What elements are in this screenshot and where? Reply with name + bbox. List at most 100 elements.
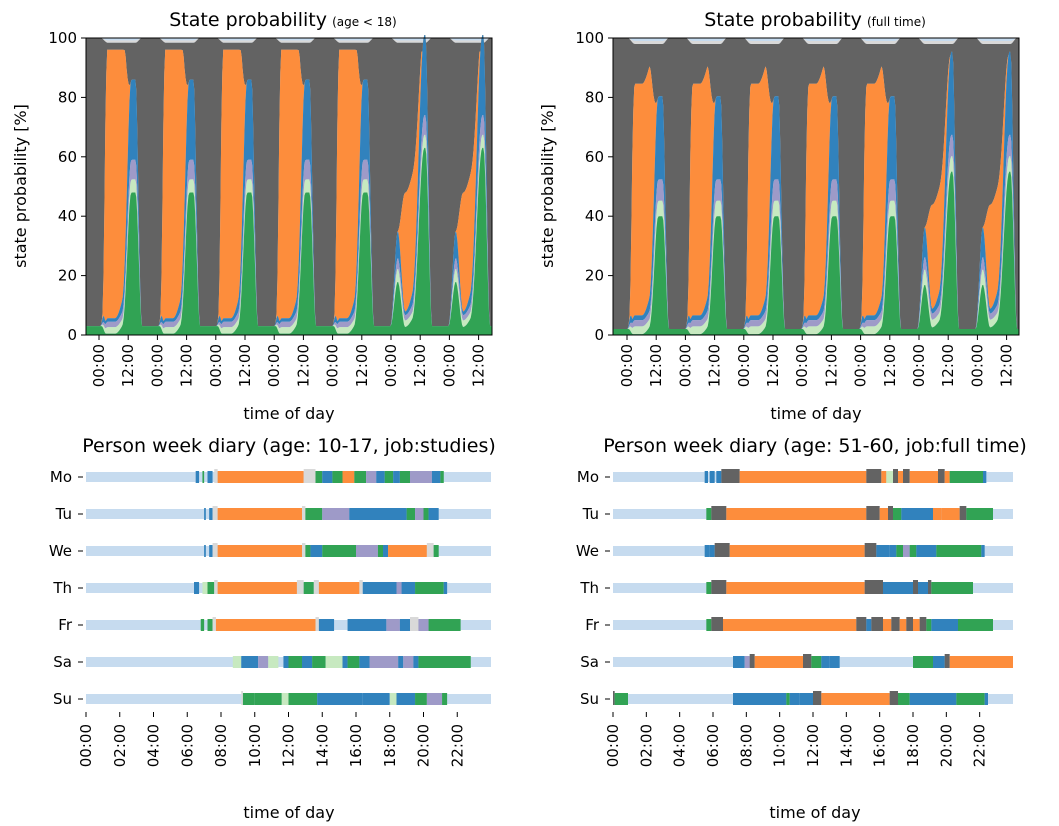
diary-segment-errands — [366, 471, 377, 483]
diary-segment-travel — [813, 691, 822, 705]
diary-row-su: Su — [580, 690, 1013, 708]
diary-row-sa: Sa — [580, 653, 1013, 671]
x-tick-label: 12:00 — [353, 344, 371, 387]
x-tick-label: 22:00 — [448, 724, 466, 767]
diary-segment-misc — [212, 617, 216, 631]
diary-segment-travel — [906, 617, 913, 631]
diary-segment-home — [811, 656, 822, 668]
diary-segment-home — [415, 693, 427, 705]
diary-segment-other — [202, 582, 208, 594]
diary-segment-misc — [302, 506, 306, 520]
y-tick-label: 0 — [67, 326, 77, 344]
x-tick-label: 08:00 — [737, 724, 755, 767]
diary-segment-home — [898, 693, 910, 705]
y-tick-label: 60 — [58, 148, 77, 166]
diary-segment-leisure — [207, 471, 213, 483]
x-tick-label: 00:00 — [90, 344, 108, 387]
diary-segment-other — [268, 656, 279, 668]
diary-segment-home — [786, 693, 790, 705]
diary-segment-other — [232, 656, 242, 668]
diary-segment-work — [941, 508, 960, 520]
diary-segment-leisure — [876, 545, 890, 557]
diary-segment-home — [312, 656, 326, 668]
x-tick-label: 00:00 — [852, 344, 870, 387]
diary-segment-leisure — [704, 545, 710, 557]
diary-row-fr: Fr — [58, 616, 491, 634]
x-axis-label: time of day — [243, 404, 334, 423]
diary-segment-errands — [744, 656, 750, 668]
diary-segment-leisure — [302, 656, 313, 668]
area-layers — [613, 38, 1019, 335]
diary-segment-misc — [241, 691, 243, 705]
diary-segment-leisure — [342, 656, 348, 668]
diary-segment-other — [886, 471, 893, 483]
diary-segment-misc — [426, 543, 434, 557]
diary-segment-travel — [913, 580, 918, 594]
y-ticks: 0 20 40 60 80 100 — [575, 29, 613, 344]
diary-row-su: Su — [53, 690, 491, 708]
x-tick-label: 00:00 — [968, 344, 986, 387]
x-tick-label: 00:00 — [207, 344, 225, 387]
x-tick-label: 12:00 — [764, 344, 782, 387]
diary-segment-work — [342, 471, 355, 483]
x-tick-label: 20:00 — [937, 724, 955, 767]
diary-chart-student: Person week diary (age: 10-17, job:studi… — [49, 435, 496, 822]
diary-row-tu: Tu — [55, 505, 491, 523]
area-leisure — [86, 35, 492, 327]
chart-title: Person week diary (age: 51-60, job:full … — [603, 435, 1027, 457]
diary-segment-other — [325, 656, 343, 668]
diary-segment-leisure — [901, 508, 933, 520]
diary-segment-leisure — [709, 545, 715, 557]
diary-segment-work — [949, 656, 1013, 668]
day-label: Fr — [585, 616, 600, 634]
diary-row-we: We — [49, 542, 491, 560]
diary-segment-leisure — [209, 545, 213, 557]
diary-segment-travel — [889, 691, 898, 705]
diary-segment-home — [614, 693, 628, 705]
diary-segment-errands — [322, 508, 350, 520]
x-tick-label: 06:00 — [178, 724, 196, 767]
y-tick-label: 0 — [594, 326, 604, 344]
diary-segment-work — [729, 545, 865, 557]
x-axis-label: time of day — [243, 803, 334, 822]
diary-segment-leisure — [359, 656, 370, 668]
diary-segment-leisure — [396, 693, 416, 705]
x-tick-label: 00:00 — [793, 344, 811, 387]
diary-rows: Mo Tu We Th Fr Sa Su — [576, 468, 1013, 708]
diary-segment-leisure — [209, 508, 213, 520]
diary-segment-travel — [711, 580, 727, 594]
diary-segment-leisure — [241, 656, 259, 668]
diary-segment-leisure — [709, 471, 715, 483]
diary-segment-home — [433, 545, 439, 557]
diary-segment-other — [281, 693, 289, 705]
day-label: Fr — [58, 616, 73, 634]
diary-segment-other — [389, 693, 397, 705]
diary-segment-home — [706, 619, 712, 631]
diary-segment-work — [318, 582, 360, 594]
diary-segment-errands — [903, 545, 910, 557]
diary-segment-travel — [749, 654, 755, 668]
day-label: Sa — [53, 653, 72, 671]
diary-segment-misc — [313, 580, 319, 594]
diary-segment-home — [332, 471, 343, 483]
x-tick-label: 12:00 — [411, 344, 429, 387]
diary-segment-home — [322, 545, 356, 557]
diary-chart-full-time: Person week diary (age: 51-60, job:full … — [576, 435, 1027, 822]
x-tick-label: 12:00 — [804, 724, 822, 767]
diary-segment-travel — [711, 617, 723, 631]
diary-segment-home — [896, 545, 903, 557]
diary-segment-errands — [356, 545, 370, 557]
diary-segment-travel — [919, 617, 927, 631]
diary-segment-home — [949, 471, 983, 483]
diary-segment-leisure — [909, 693, 957, 705]
diary-segment-travel — [928, 580, 932, 594]
x-tick-label: 12:00 — [881, 344, 899, 387]
diary-segment-misc — [315, 617, 319, 631]
diary-segment-work — [909, 471, 938, 483]
diary-segment-work — [879, 508, 888, 520]
diary-segment-home — [926, 619, 932, 631]
diary-segment-leisure — [984, 693, 988, 705]
chart-title: Person week diary (age: 10-17, job:studi… — [82, 435, 496, 457]
diary-segment-leisure — [829, 656, 840, 668]
diary-segment-work — [217, 471, 304, 483]
